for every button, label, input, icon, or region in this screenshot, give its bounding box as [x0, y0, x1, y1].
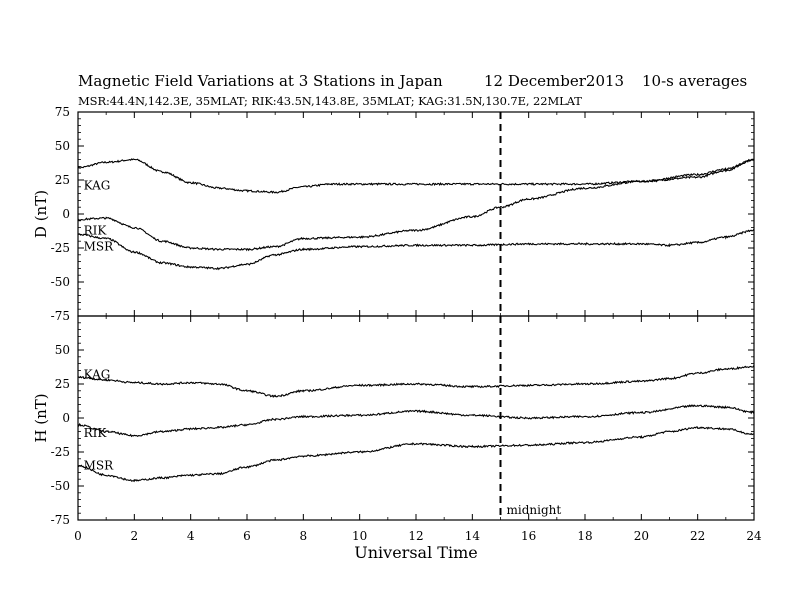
x-tick-label: 22 [690, 529, 705, 543]
x-tick-label: 6 [243, 529, 251, 543]
y-tick-label: -50 [51, 275, 70, 289]
x-tick-label: 0 [74, 529, 82, 543]
x-tick-label: 24 [746, 529, 762, 543]
series-label-rik: RIK [84, 426, 108, 440]
series-line-rik-top [77, 158, 755, 252]
x-tick-label: 18 [577, 529, 592, 543]
y-tick-label: 50 [55, 139, 70, 153]
midnight-label: midnight [507, 503, 562, 517]
y-tick-label: -25 [51, 445, 70, 459]
y-tick-label: -75 [51, 309, 70, 323]
y-tick-label: 0 [62, 207, 70, 221]
x-tick-label: 14 [465, 529, 481, 543]
y-tick-label: -25 [51, 241, 70, 255]
series-label-rik: RIK [84, 223, 108, 237]
series-label-msr: MSR [84, 459, 115, 473]
averaging-label: 10-s averages [642, 72, 748, 90]
x-axis-label: Universal Time [354, 543, 477, 562]
x-tick-label: 4 [187, 529, 195, 543]
plot-frame-bottom [77, 315, 755, 521]
x-tick-label: 8 [300, 529, 308, 543]
x-tick-label: 10 [352, 529, 367, 543]
y-tick-label: 0 [62, 411, 70, 425]
x-tick-label: 2 [131, 529, 139, 543]
series-label-kag: KAG [84, 368, 111, 382]
stations-legend: MSR:44.4N,142.3E, 35MLAT; RIK:43.5N,143.… [78, 94, 582, 108]
series-line-msr-bottom [77, 426, 755, 483]
chart-title: Magnetic Field Variations at 3 Stations … [78, 72, 443, 90]
series-label-msr: MSR [84, 240, 115, 254]
y-axis-label: H (nT) [32, 393, 50, 442]
y-tick-label: -50 [51, 479, 70, 493]
x-tick-label: 16 [521, 529, 536, 543]
x-tick-label: 20 [634, 529, 649, 543]
y-tick-label: 75 [55, 105, 70, 119]
y-tick-label: 50 [55, 343, 70, 357]
series-line-kag-top [77, 158, 755, 194]
x-tick-label: 12 [408, 529, 423, 543]
y-tick-label: 25 [55, 173, 70, 187]
y-tick-label: -75 [51, 513, 70, 527]
plot-frame-top [77, 111, 755, 317]
series-line-rik-bottom [77, 404, 755, 438]
y-axis-label: D (nT) [32, 190, 50, 238]
series-line-msr-top [77, 228, 755, 271]
y-tick-label: 25 [55, 377, 70, 391]
series-line-kag-bottom [77, 364, 755, 398]
date-label: 12 December2013 [484, 72, 625, 90]
series-label-kag: KAG [84, 179, 111, 193]
